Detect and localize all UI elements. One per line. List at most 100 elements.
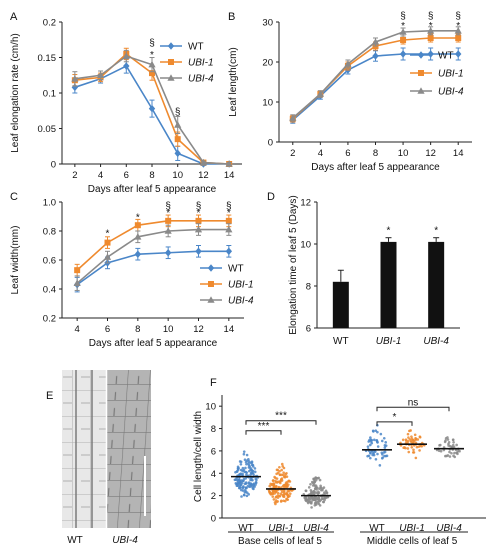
cell-ratio-point [243,458,247,461]
x-tick-label: 14 [453,148,464,159]
cell-ratio-point [371,429,375,433]
cell-ratio-point [250,471,254,475]
y-tick-label: 0.2 [43,314,56,325]
cell-ratio-point [316,476,320,480]
comparison-label: * [393,412,397,423]
cell-ratio-point [406,447,410,450]
cell-ratio-point [244,490,248,493]
cell-ratio-point [283,486,286,489]
cell-ratio-point [243,482,247,486]
legend-marker [208,281,214,287]
cell-ratio-point [452,440,455,444]
cell-ratio-point [284,483,287,487]
cell-ratio-point [325,491,329,495]
cell-ratio-point [240,479,244,482]
panel-a: A 0 0.05 0.1 0.15 0.2 2 4 6 8 10 12 14 Days after lea… [10,11,242,195]
data-point-ubi-1 [225,217,232,224]
x-tick-label: 14 [224,324,235,335]
cell-ratio-point [374,457,378,461]
cell-ratio-point [275,484,278,488]
data-point-wt [164,248,172,257]
data-point-ubi-4 [225,225,233,233]
category-label: UBI-1 [268,523,294,534]
cell-ratio-point [380,439,384,443]
cell-ratio-point [280,468,283,472]
cell-ratio-point [313,498,317,502]
cell-ratio-point [276,496,280,499]
cell-ratio-point [278,494,282,498]
data-point-wt [174,149,181,158]
data-point-wt [455,50,462,58]
cell-ratio-point [420,444,424,448]
data-point-ubi-1 [134,222,141,229]
cell-ratio-point [253,467,257,470]
data-point-ubi-4 [122,52,130,59]
y-tick-label: 10 [205,402,216,413]
cell-ratio-point [448,450,451,454]
cell-ratio-point [251,469,254,473]
cell-ratio-point [247,482,251,485]
cell-ratio-point [278,465,281,469]
cell-ratio-point [373,438,376,442]
legend-label: UBI-4 [438,87,464,98]
cell-ratio-point [368,443,372,447]
x-tick-label: 4 [75,324,80,335]
data-point-ubi-1 [149,70,155,77]
data-point-ubi-4 [73,279,81,286]
cell-ratio-point [282,471,285,474]
ubi4-cell-image-tint [107,370,151,528]
cell-ratio-point [376,430,379,434]
y-axis-label: Cell length/cell width [193,411,204,502]
x-tick-label: 8 [149,170,154,181]
cell-ratio-point [323,498,326,502]
cell-ratio-point [238,460,242,463]
legend-label: UBI-4 [228,296,254,307]
cell-ratio-point [318,487,321,491]
x-axis-label: Days after leaf 5 appearance [88,184,217,195]
cell-ratio-point [314,478,318,482]
data-point-ubi-4 [399,28,407,35]
significance-mark: § [175,107,181,118]
cell-ratio-point [379,432,383,436]
panel-letter: C [10,191,18,203]
significance-mark: * [456,21,460,32]
data-point-wt [427,50,434,58]
category-label: WT [238,523,254,534]
cell-ratio-point [289,492,292,495]
cell-ratio-point [418,435,422,439]
cell-ratio-point [369,456,372,460]
panel-letter: D [267,191,275,203]
legend-marker [207,264,215,272]
y-tick-label: 10 [300,240,311,251]
data-point-ubi-4 [174,121,182,128]
cell-ratio-point [247,460,251,463]
cell-ratio-point [407,450,411,454]
significance-mark: * [166,208,170,219]
y-axis-label: Leaf elongation rate (cm/h) [10,33,21,153]
cell-ratio-point [278,480,282,484]
cell-ratio-point [366,445,370,448]
cell-ratio-point [376,445,380,448]
cell-ratio-point [410,435,413,438]
cell-ratio-point [408,438,412,441]
y-tick-label: 20 [262,58,273,69]
significance-mark: * [387,226,391,237]
data-point-ubi-4 [199,158,208,166]
data-point-ubi-4 [427,27,435,34]
cell-ratio-point [320,497,324,500]
cell-ratio-point [455,443,458,447]
y-axis-label: Leaf length(cm) [228,47,239,116]
cell-ratio-point [236,484,240,488]
data-point-ubi-1 [400,37,407,43]
x-tick-label: 10 [172,170,183,181]
cell-ratio-point [276,471,280,475]
comparison-label: *** [275,411,287,422]
data-point-ubi-4 [96,71,105,79]
cell-ratio-point [311,481,315,485]
data-point-ubi-1 [104,239,111,246]
cell-ratio-point [276,491,280,495]
y-tick-label: 0.2 [43,18,56,29]
cell-ratio-point [321,488,324,492]
